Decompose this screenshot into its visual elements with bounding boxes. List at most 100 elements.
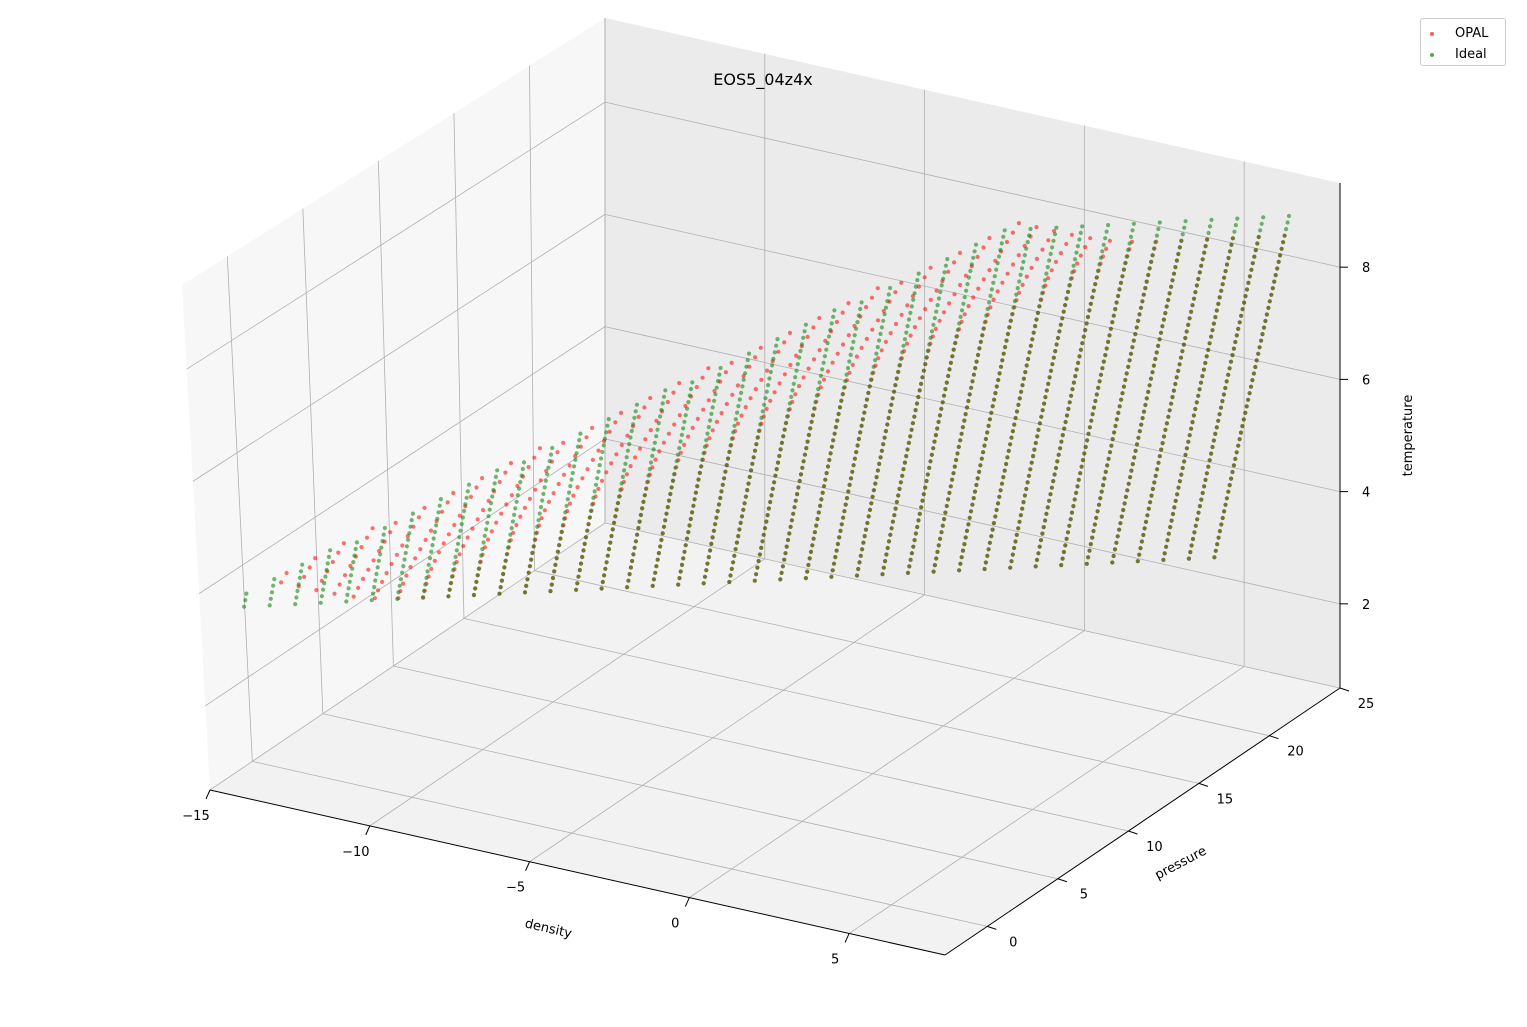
- ideal-point: [1156, 343, 1161, 348]
- ideal-point: [497, 591, 502, 596]
- ideal-point: [958, 561, 963, 566]
- ideal-point: [1098, 255, 1103, 260]
- ideal-point: [541, 491, 546, 496]
- ideal-point: [514, 499, 519, 504]
- ideal-point: [866, 390, 871, 396]
- ideal-point: [559, 529, 564, 535]
- opal-point: [537, 446, 543, 451]
- ideal-point: [991, 280, 996, 285]
- ideal-point: [300, 562, 305, 567]
- ideal-point: [408, 524, 413, 529]
- opal-point: [912, 325, 918, 330]
- ideal-point: [734, 540, 740, 545]
- ideal-point: [1037, 544, 1042, 549]
- ideal-point: [1101, 359, 1106, 364]
- ideal-point: [768, 499, 773, 505]
- ideal-point: [505, 545, 511, 550]
- ideal-point: [842, 509, 847, 514]
- ideal-point: [1160, 324, 1165, 329]
- ideal-point: [854, 326, 859, 331]
- ideal-point: [1074, 367, 1079, 372]
- ideal-point: [952, 464, 957, 469]
- opal-point: [567, 501, 573, 506]
- opal-point: [1083, 245, 1088, 250]
- ideal-point: [1224, 262, 1230, 267]
- ideal-point: [984, 313, 989, 318]
- ideal-point: [1107, 450, 1113, 455]
- ideal-point: [865, 520, 870, 526]
- ideal-point: [1157, 337, 1162, 342]
- ideal-point: [1219, 288, 1224, 293]
- opal-point: [648, 428, 653, 433]
- ideal-point: [828, 327, 833, 333]
- ideal-point: [1221, 392, 1226, 397]
- ideal-point: [1161, 317, 1166, 322]
- opal-point: [607, 429, 612, 434]
- ideal-point: [436, 510, 441, 515]
- ideal-point: [1117, 527, 1122, 532]
- ideal-point: [936, 296, 942, 301]
- ideal-point: [959, 555, 964, 560]
- ideal-point: [1028, 343, 1033, 348]
- ideal-point: [944, 380, 949, 385]
- ideal-point: [983, 560, 989, 565]
- ideal-point: [652, 440, 658, 445]
- ideal-point: [843, 502, 848, 507]
- ideal-point: [1145, 513, 1150, 518]
- ideal-point: [1202, 250, 1207, 255]
- ideal-point: [1248, 384, 1254, 389]
- ideal-point: [1139, 422, 1144, 427]
- ideal-point: [924, 355, 929, 360]
- opal-point: [883, 339, 889, 344]
- ideal-point: [1064, 413, 1070, 418]
- ideal-point: [1149, 493, 1154, 498]
- ideal-point: [1163, 311, 1168, 316]
- ideal-point: [1128, 475, 1133, 480]
- ideal-point: [1031, 330, 1036, 335]
- ideal-point: [465, 489, 470, 494]
- ideal-point: [1123, 494, 1128, 499]
- ideal-point: [655, 557, 660, 562]
- ideal-point: [890, 519, 896, 524]
- ideal-point: [1039, 414, 1044, 419]
- ideal-point: [898, 480, 904, 485]
- ideal-point: [1003, 345, 1008, 350]
- ideal-point: [661, 394, 667, 399]
- ideal-point: [792, 505, 797, 510]
- ideal-point: [1242, 300, 1247, 305]
- ideal-point: [961, 301, 966, 306]
- ideal-point: [574, 587, 579, 592]
- ideal-point: [950, 354, 955, 359]
- ideal-point: [964, 528, 970, 534]
- ideal-point: [1251, 371, 1256, 376]
- ideal-point: [927, 465, 932, 470]
- ideal-point: [745, 358, 750, 363]
- ideal-point: [1194, 400, 1199, 405]
- ideal-point: [941, 276, 946, 281]
- ideal-point: [733, 547, 738, 552]
- ideal-point: [913, 284, 919, 289]
- ideal-point: [650, 453, 655, 458]
- ideal-point: [1182, 225, 1187, 230]
- ideal-point: [981, 450, 986, 455]
- ideal-point: [646, 473, 651, 478]
- ideal-point: [1005, 455, 1010, 460]
- ideal-point: [1120, 391, 1125, 396]
- ideal-point: [574, 451, 579, 456]
- opal-point: [508, 461, 514, 466]
- ideal-point: [686, 400, 691, 405]
- ideal-point: [1014, 409, 1020, 414]
- ideal-point: [634, 402, 640, 407]
- ideal-point: [1259, 338, 1264, 343]
- ideal-point: [1157, 454, 1162, 459]
- legend-marker-ideal: [1430, 52, 1434, 57]
- ideal-point: [862, 410, 867, 415]
- ideal-point: [1173, 498, 1178, 503]
- opal-point: [370, 526, 375, 531]
- ideal-point: [1036, 427, 1041, 432]
- ideal-point: [425, 569, 430, 574]
- ideal-point: [791, 511, 796, 516]
- ideal-point: [1169, 401, 1174, 406]
- ideal-point: [658, 414, 663, 419]
- ideal-point: [1150, 486, 1155, 492]
